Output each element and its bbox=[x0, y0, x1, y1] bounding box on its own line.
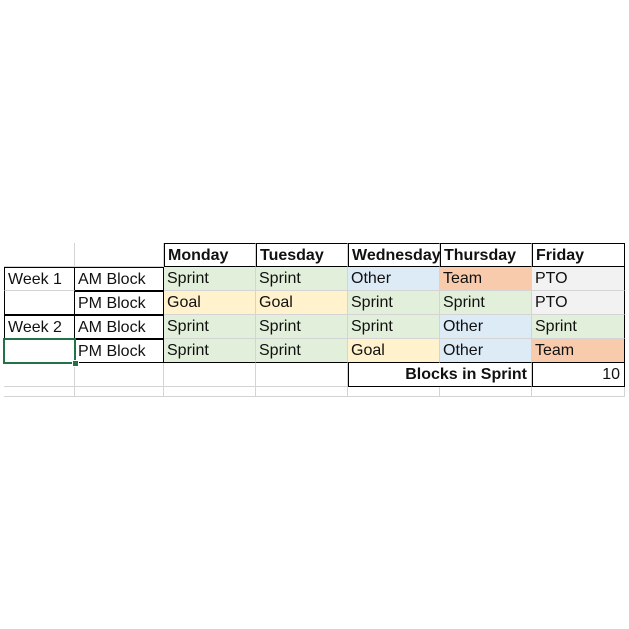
header-monday[interactable]: Monday bbox=[164, 243, 256, 267]
cell-empty[interactable] bbox=[75, 363, 164, 387]
cell-empty[interactable] bbox=[164, 363, 256, 387]
schedule-cell-other[interactable]: Other bbox=[440, 315, 532, 339]
header-friday[interactable]: Friday bbox=[532, 243, 625, 267]
schedule-cell-sprint[interactable]: Sprint bbox=[256, 315, 348, 339]
header-thursday[interactable]: Thursday bbox=[440, 243, 532, 267]
block-label[interactable]: PM Block bbox=[75, 291, 164, 315]
cell-empty[interactable] bbox=[4, 243, 75, 267]
week-label[interactable] bbox=[4, 339, 75, 363]
cell-empty[interactable] bbox=[4, 363, 75, 387]
header-tuesday[interactable]: Tuesday bbox=[256, 243, 348, 267]
schedule-cell-other[interactable]: Other bbox=[348, 267, 440, 291]
schedule-cell-team[interactable]: Team bbox=[440, 267, 532, 291]
schedule-cell-other[interactable]: Other bbox=[440, 339, 532, 363]
schedule-cell-sprint[interactable]: Sprint bbox=[164, 267, 256, 291]
schedule-cell-sprint[interactable]: Sprint bbox=[256, 267, 348, 291]
cell-empty[interactable] bbox=[4, 387, 75, 397]
cell-empty[interactable] bbox=[164, 387, 256, 397]
cell-empty[interactable] bbox=[348, 387, 440, 397]
week-label[interactable]: Week 2 bbox=[4, 315, 75, 339]
schedule-cell-goal[interactable]: Goal bbox=[164, 291, 256, 315]
schedule-cell-team[interactable]: Team bbox=[532, 339, 625, 363]
block-label[interactable]: PM Block bbox=[75, 339, 164, 363]
schedule-cell-sprint[interactable]: Sprint bbox=[348, 315, 440, 339]
schedule-cell-pto[interactable]: PTO bbox=[532, 267, 625, 291]
schedule-cell-goal[interactable]: Goal bbox=[256, 291, 348, 315]
cell-empty[interactable] bbox=[75, 387, 164, 397]
schedule-cell-goal[interactable]: Goal bbox=[348, 339, 440, 363]
block-label[interactable]: AM Block bbox=[75, 315, 164, 339]
cell-empty[interactable] bbox=[440, 387, 532, 397]
schedule-cell-sprint[interactable]: Sprint bbox=[532, 315, 625, 339]
summary-label[interactable]: Blocks in Sprint bbox=[348, 363, 532, 387]
cell-empty[interactable] bbox=[75, 243, 164, 267]
cell-empty[interactable] bbox=[256, 363, 348, 387]
schedule-cell-sprint[interactable]: Sprint bbox=[164, 339, 256, 363]
schedule-cell-sprint[interactable]: Sprint bbox=[164, 315, 256, 339]
schedule-cell-sprint[interactable]: Sprint bbox=[348, 291, 440, 315]
cell-empty[interactable] bbox=[256, 387, 348, 397]
cell-empty[interactable] bbox=[532, 387, 625, 397]
block-label[interactable]: AM Block bbox=[75, 267, 164, 291]
schedule-cell-pto[interactable]: PTO bbox=[532, 291, 625, 315]
spreadsheet-grid[interactable]: Monday Tuesday Wednesday Thursday Friday Week… bbox=[3, 243, 625, 397]
schedule-cell-sprint[interactable]: Sprint bbox=[256, 339, 348, 363]
week-label[interactable] bbox=[4, 291, 75, 315]
header-wednesday[interactable]: Wednesday bbox=[348, 243, 441, 267]
schedule-cell-sprint[interactable]: Sprint bbox=[440, 291, 532, 315]
summary-value[interactable]: 10 bbox=[532, 363, 625, 387]
fill-handle[interactable] bbox=[72, 360, 79, 367]
week-label[interactable]: Week 1 bbox=[4, 267, 75, 291]
